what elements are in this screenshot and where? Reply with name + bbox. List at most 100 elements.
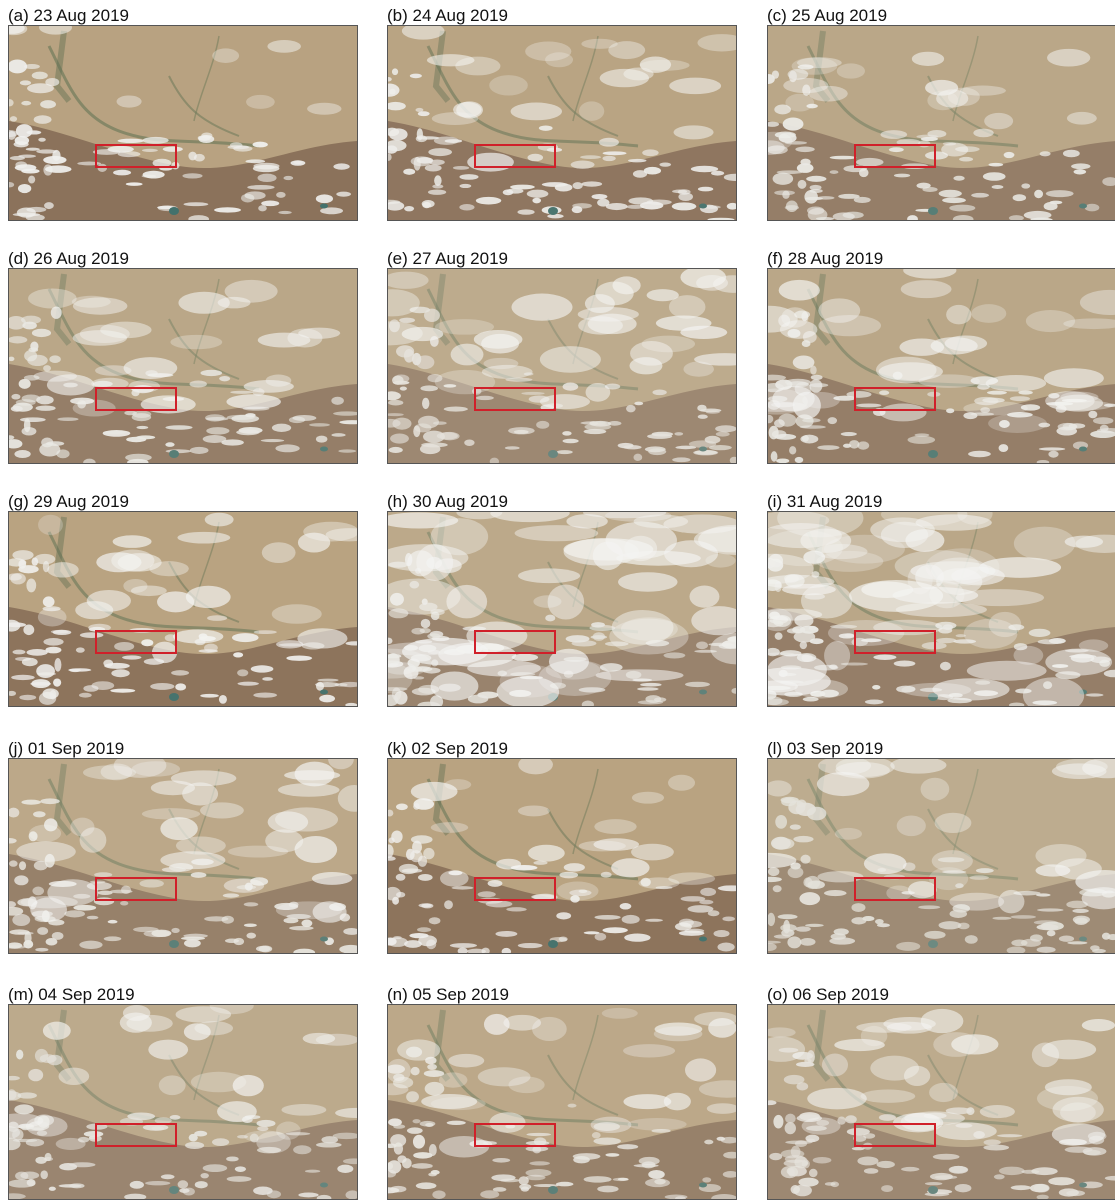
cloud xyxy=(900,280,952,299)
snow-patch xyxy=(271,423,292,432)
snow-patch xyxy=(9,99,14,107)
cloud xyxy=(915,514,992,531)
snow-patch xyxy=(697,186,714,192)
snow-patch xyxy=(1066,900,1088,909)
snow-patch xyxy=(253,1186,273,1195)
cloud xyxy=(448,1053,485,1068)
cloud xyxy=(595,281,634,306)
snow-patch xyxy=(672,457,691,463)
snow-patch xyxy=(819,689,839,698)
snow-patch xyxy=(253,692,278,698)
snow-patch xyxy=(79,632,104,638)
cloud xyxy=(783,77,829,94)
snow-patch xyxy=(420,618,431,629)
cloud xyxy=(698,1080,736,1098)
snow-patch xyxy=(637,687,659,691)
snow-patch xyxy=(320,207,344,215)
cloud xyxy=(971,304,1007,323)
snow-patch xyxy=(955,883,964,889)
snow-patch xyxy=(643,166,662,175)
cloud xyxy=(170,334,223,350)
cloud xyxy=(890,759,947,774)
snow-patch xyxy=(339,420,357,425)
snow-patch xyxy=(15,161,28,169)
snow-patch xyxy=(642,149,659,157)
cloud xyxy=(1078,639,1109,652)
snow-patch xyxy=(182,173,203,179)
snow-patch xyxy=(771,836,791,850)
cloud xyxy=(277,783,340,797)
snow-patch xyxy=(127,458,149,463)
snow-patch xyxy=(412,840,423,854)
lake xyxy=(928,693,938,701)
snow-patch xyxy=(645,918,663,922)
snow-patch xyxy=(1043,681,1053,690)
snow-patch xyxy=(936,637,957,644)
snow-patch xyxy=(443,384,457,388)
snow-patch xyxy=(876,923,890,928)
snow-patch xyxy=(413,425,421,438)
image-panel: (m) 04 Sep 2019 xyxy=(8,985,358,1200)
cloud xyxy=(131,761,181,777)
cloud xyxy=(148,1039,189,1060)
snow-patch xyxy=(824,890,847,897)
snow-patch xyxy=(204,916,229,922)
snow-patch xyxy=(816,196,835,200)
study-area-box xyxy=(474,630,556,654)
lake xyxy=(699,1182,707,1188)
snow-patch xyxy=(863,1168,879,1174)
snow-patch xyxy=(768,698,789,706)
satellite-image xyxy=(8,1004,358,1200)
snow-patch xyxy=(214,207,242,213)
lake-region xyxy=(812,1009,831,1082)
snow-patch xyxy=(948,1165,969,1174)
snow-patch xyxy=(938,921,962,930)
snow-patch xyxy=(1062,149,1080,158)
snow-patch xyxy=(480,1190,500,1199)
snow-patch xyxy=(801,311,809,322)
snow-patch xyxy=(648,448,667,456)
snow-patch xyxy=(25,147,40,151)
snow-patch xyxy=(1064,1146,1093,1153)
snow-patch xyxy=(234,1166,247,1172)
snow-patch xyxy=(700,887,717,897)
snow-patch xyxy=(391,687,402,701)
snow-patch xyxy=(345,641,357,646)
snow-patch xyxy=(77,1136,90,1143)
lake-region xyxy=(432,30,451,103)
cloud xyxy=(886,885,912,901)
snow-patch xyxy=(1072,908,1089,914)
cloud xyxy=(1045,648,1113,676)
snow-patch xyxy=(651,1128,671,1133)
snow-patch xyxy=(1048,393,1060,399)
snow-patch xyxy=(466,948,486,953)
cloud xyxy=(673,125,714,140)
cloud xyxy=(265,374,292,387)
river-line xyxy=(47,778,260,881)
cloud xyxy=(158,1075,186,1096)
snow-patch xyxy=(768,876,782,883)
snow-patch xyxy=(107,919,118,924)
snow-patch xyxy=(881,1185,894,1192)
river-line xyxy=(547,808,619,870)
snow-patch xyxy=(589,421,598,426)
cloud xyxy=(170,770,237,787)
snow-patch xyxy=(846,391,872,398)
study-area-box xyxy=(474,1123,556,1147)
snow-patch xyxy=(338,449,357,453)
snow-patch xyxy=(58,1184,82,1188)
snow-patch xyxy=(416,128,423,141)
snow-patch xyxy=(285,1132,311,1136)
snow-patch xyxy=(959,156,974,162)
snow-patch xyxy=(1033,1183,1050,1193)
snow-patch xyxy=(409,73,422,79)
snow-patch xyxy=(9,558,27,567)
snow-patch xyxy=(260,439,285,443)
snow-patch xyxy=(24,931,32,945)
snow-patch xyxy=(801,435,809,442)
cloud xyxy=(160,851,226,870)
snow-patch xyxy=(953,175,965,181)
cloud xyxy=(768,653,827,687)
cloud xyxy=(768,131,793,151)
snow-patch xyxy=(501,947,512,953)
